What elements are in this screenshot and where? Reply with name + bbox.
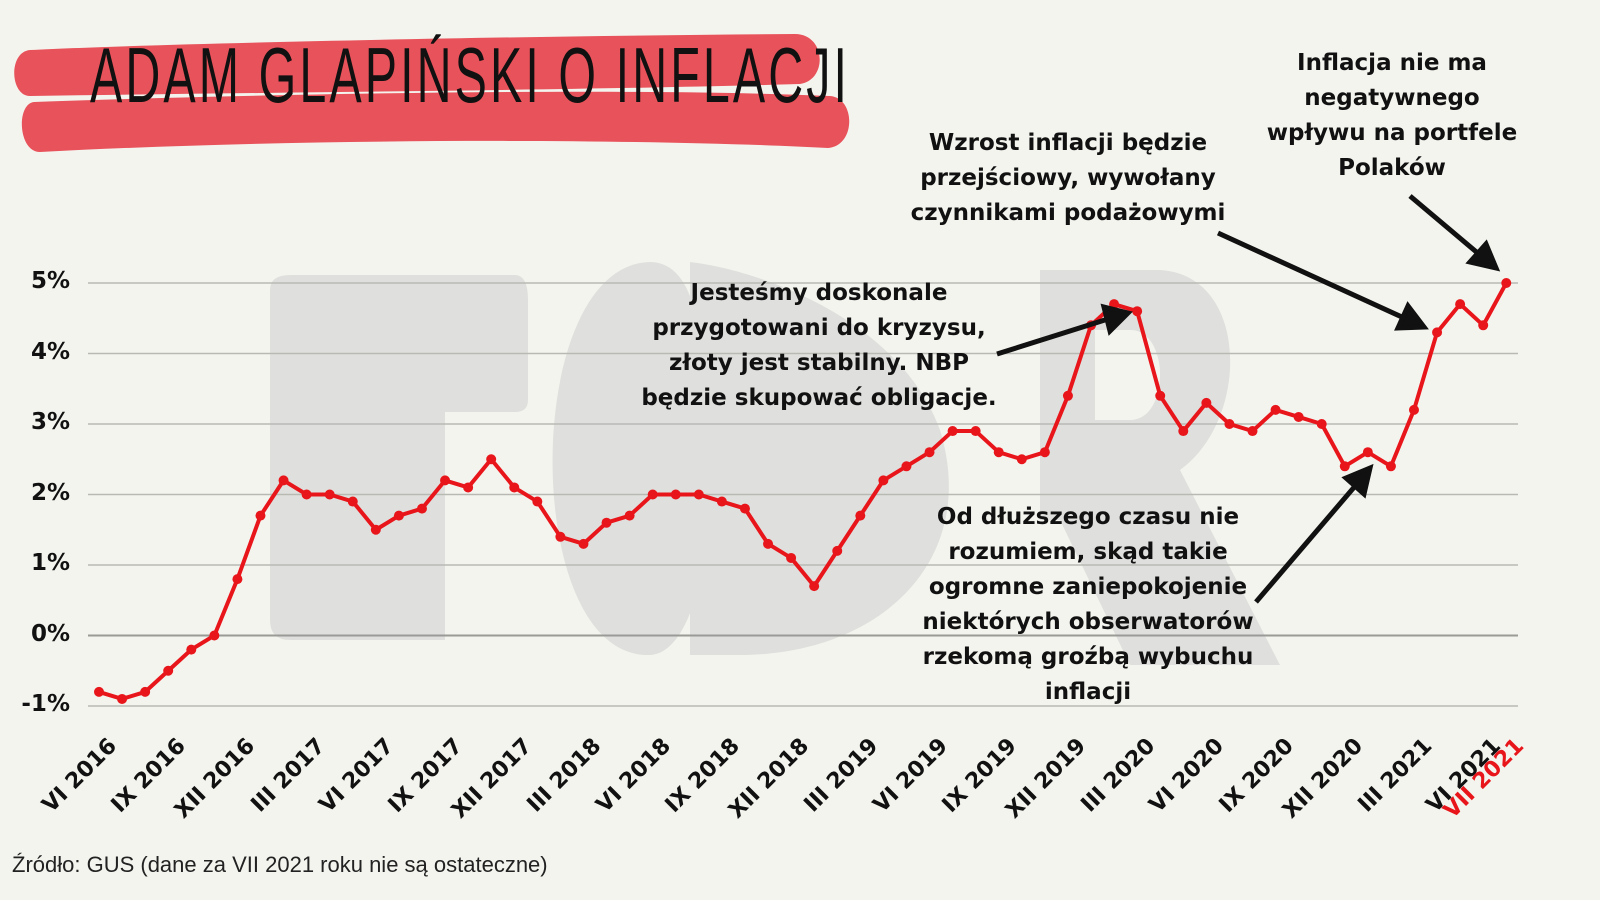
data-point <box>901 461 912 472</box>
data-point <box>1316 419 1327 429</box>
data-point <box>1408 404 1419 415</box>
data-point <box>416 503 427 514</box>
data-point <box>555 531 566 542</box>
data-point <box>440 475 451 486</box>
red-brush-stroke <box>14 34 850 152</box>
inflation-line-series <box>94 278 1512 704</box>
data-point <box>1247 426 1258 437</box>
source-note: Źródło: GUS (dane za VII 2021 roku nie s… <box>12 852 548 877</box>
arrow-head-icon <box>1465 239 1501 272</box>
data-point <box>255 510 266 521</box>
arrow-icon <box>996 316 1109 357</box>
y-tick-label: 4% <box>30 338 70 365</box>
data-point <box>278 475 289 486</box>
data-point <box>186 644 197 655</box>
data-point <box>117 693 128 704</box>
data-point <box>532 496 543 507</box>
data-point <box>1155 390 1166 401</box>
arrow-head-icon <box>1100 303 1133 336</box>
data-point <box>786 552 797 563</box>
data-point <box>509 482 520 493</box>
data-point <box>670 489 681 500</box>
annotation-inflation-concerns: Od dłuższego czasu nie rozumiem, skąd ta… <box>922 504 1254 705</box>
data-point <box>716 496 727 507</box>
data-point <box>1016 454 1027 465</box>
page-title: ADAM GLAPIŃSKI O INFLACJI <box>90 31 851 119</box>
arrow-head-icon <box>1341 463 1374 499</box>
y-tick-label: 2% <box>30 479 70 506</box>
arrow-head-icon <box>1394 301 1429 331</box>
data-point <box>809 581 820 592</box>
arrow-icon <box>1216 230 1406 321</box>
data-point <box>647 489 658 500</box>
annotation-crisis-readiness: Jesteśmy doskonale przygotowani do kryzy… <box>641 280 997 411</box>
data-point <box>1062 390 1073 401</box>
data-point <box>578 538 589 549</box>
data-point <box>232 574 243 585</box>
data-point <box>855 510 866 521</box>
data-point <box>1501 278 1512 288</box>
data-point <box>601 517 612 528</box>
data-point <box>1178 426 1189 437</box>
data-point <box>624 510 635 521</box>
data-point <box>1132 306 1143 317</box>
annotation-transitory-inflation: Wzrost inflacji będzie przejściowy, wywo… <box>910 130 1226 226</box>
data-point <box>693 489 704 500</box>
data-point <box>209 630 220 641</box>
annotation-no-negative-impact: Inflacja nie ma negatywnego wpływu na po… <box>1266 50 1518 181</box>
arrow-icon <box>1254 483 1358 604</box>
data-point <box>924 447 935 458</box>
data-point <box>739 503 750 514</box>
data-point <box>94 686 104 697</box>
data-point <box>324 489 335 500</box>
data-point <box>1432 327 1443 338</box>
data-point <box>1293 411 1304 422</box>
y-tick-label: 1% <box>30 550 70 576</box>
y-tick-label: 3% <box>30 409 70 435</box>
data-point <box>970 426 981 437</box>
data-point <box>947 426 958 437</box>
data-point <box>463 482 474 493</box>
title-banner: ADAM GLAPIŃSKI O INFLACJI <box>0 0 880 160</box>
data-point <box>1224 419 1235 429</box>
data-point <box>1201 397 1212 408</box>
data-point <box>1039 447 1050 458</box>
y-tick-label: -1% <box>21 691 70 717</box>
data-point <box>993 447 1004 458</box>
data-point <box>1270 404 1281 415</box>
data-point <box>832 545 843 556</box>
data-point <box>140 686 151 697</box>
data-point <box>1455 299 1466 310</box>
data-point <box>1362 447 1373 458</box>
data-point <box>763 538 774 549</box>
y-tick-label: 5% <box>30 268 70 294</box>
arrow-icon <box>1408 194 1482 257</box>
data-point <box>1385 461 1396 472</box>
data-point <box>1339 461 1350 472</box>
data-point <box>393 510 404 521</box>
data-point <box>163 665 174 676</box>
data-point <box>301 489 312 500</box>
data-point <box>370 524 381 535</box>
data-point <box>878 475 889 486</box>
data-point <box>1478 320 1489 331</box>
data-point <box>486 454 497 465</box>
data-point <box>347 496 358 507</box>
y-tick-label: 0% <box>30 620 70 647</box>
for-watermark-logo <box>270 262 1280 665</box>
annotation-arrows <box>996 194 1501 604</box>
